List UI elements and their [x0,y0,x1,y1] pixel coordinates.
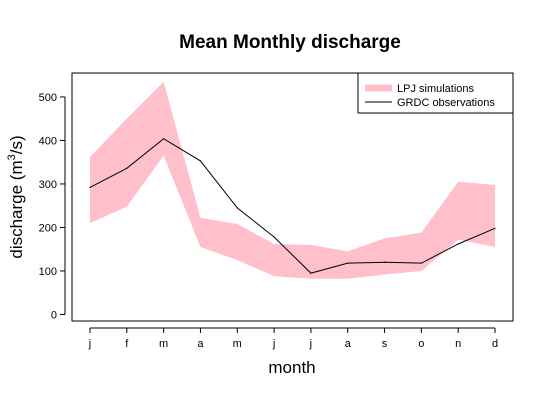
grdc-point [347,262,349,264]
y-tick-label: 200 [39,222,57,234]
chart-title: Mean Monthly discharge [179,32,401,53]
x-tick-label: j [88,338,91,350]
y-axis: 0 100 200 300 400 500 [39,92,66,321]
grdc-point [273,236,275,238]
grdc-point [494,227,496,229]
line-layer [89,138,496,274]
grdc-point [383,261,386,263]
x-tick-label: a [345,338,352,350]
y-tick-label: 500 [39,92,57,104]
x-tick-label: o [418,338,424,350]
grdc-point [126,167,128,169]
x-axis-title: month [268,358,315,377]
x-tick-label: m [233,338,242,350]
grdc-observation-line [89,138,496,274]
legend-box [357,72,514,114]
y-axis-title-end: /s) [7,135,26,154]
x-tick-label: f [125,338,129,350]
grdc-point [457,243,459,245]
y-tick-label: 400 [39,135,57,147]
grdc-point [199,160,202,162]
grdc-point [236,207,238,209]
y-axis-title: discharge (m3/s) [6,135,26,258]
grdc-point [89,186,91,189]
y-tick-label: 100 [39,266,57,278]
legend: LPJ simulations GRDC observations [357,72,514,114]
x-tick-label: j [272,338,275,350]
y-tick-label: 300 [39,179,57,191]
y-axis-title-sup: 3 [6,154,18,160]
x-tick-label: s [382,338,388,350]
x-tick-label: a [197,338,204,350]
plot-frame [71,72,514,322]
grdc-point [420,262,422,264]
x-tick-label: m [159,338,168,350]
legend-label-lpj: LPJ simulations [397,83,475,95]
grdc-point [163,138,165,140]
y-tick-label: 0 [51,309,57,321]
x-tick-label: n [455,338,461,350]
x-tick-label: d [492,338,498,350]
x-tick-label: j [309,338,312,350]
legend-label-grdc: GRDC observations [397,97,495,109]
y-axis-title-main: discharge (m [7,160,26,258]
grdc-point [310,272,312,274]
